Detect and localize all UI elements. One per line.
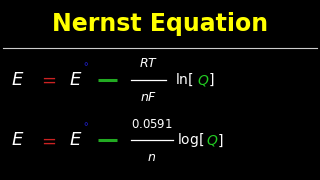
Text: $\mathit{E}$: $\mathit{E}$	[11, 131, 24, 149]
Text: $0.0591$: $0.0591$	[131, 118, 173, 131]
Text: $\circ$: $\circ$	[82, 118, 89, 128]
Text: $=$: $=$	[38, 131, 57, 149]
Text: $n$: $n$	[148, 151, 156, 164]
Text: $\mathit{Q}$: $\mathit{Q}$	[197, 73, 209, 88]
Text: $\mathit{Q}$: $\mathit{Q}$	[206, 133, 218, 148]
Text: $RT$: $RT$	[139, 57, 158, 70]
Text: $\mathit{E}$: $\mathit{E}$	[68, 131, 82, 149]
Text: $=$: $=$	[38, 71, 57, 89]
Text: $\mathrm{ln[}$: $\mathrm{ln[}$	[175, 72, 193, 88]
Text: $\mathit{E}$: $\mathit{E}$	[68, 71, 82, 89]
Text: $\mathit{E}$: $\mathit{E}$	[11, 71, 24, 89]
Text: $\mathrm{]}$: $\mathrm{]}$	[208, 72, 214, 88]
Text: $\circ$: $\circ$	[82, 58, 89, 68]
Text: $\mathrm{]}$: $\mathrm{]}$	[217, 132, 223, 148]
Text: $nF$: $nF$	[140, 91, 157, 104]
Text: Nernst Equation: Nernst Equation	[52, 12, 268, 36]
Text: $\mathrm{log[}$: $\mathrm{log[}$	[177, 131, 204, 149]
